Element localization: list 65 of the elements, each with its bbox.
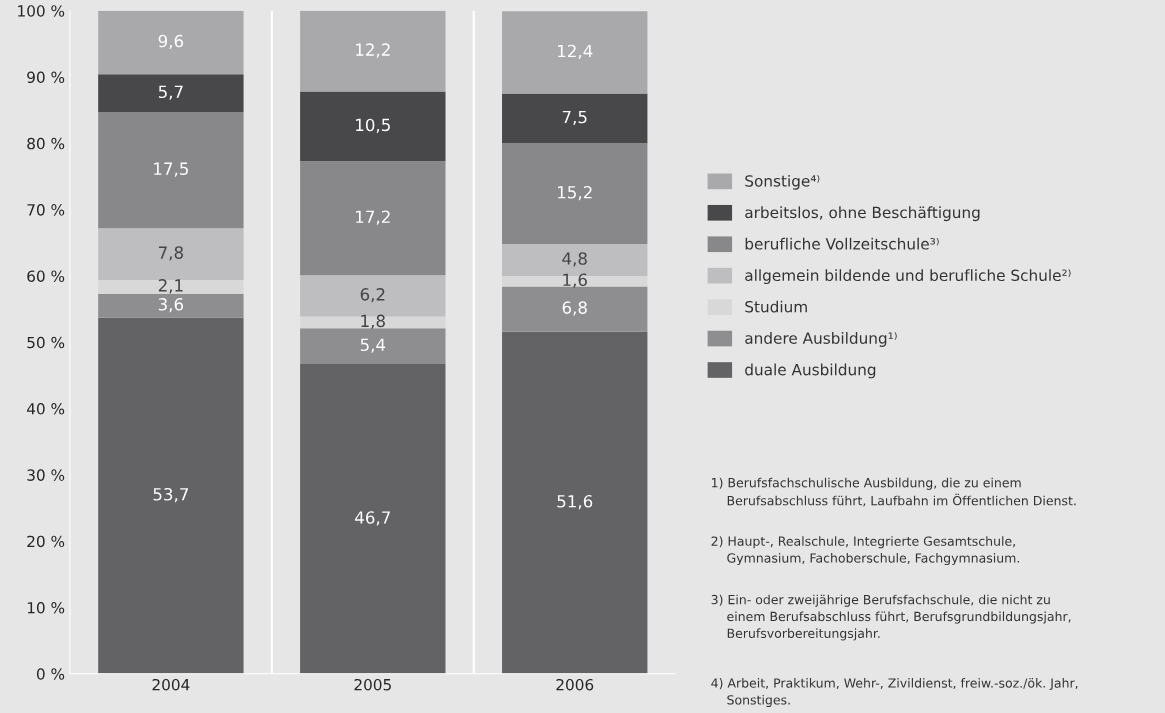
legend-label: berufliche Vollzeitschule³⁾ [745, 237, 939, 250]
data-label: 5,7 [158, 85, 183, 100]
x-tick-label: 2004 [152, 678, 190, 691]
text: 1) Berufsfachschulische Ausbildung, die zu einem Berufsabschluss führt, Laufbahn im Öffentlichen Dienst. [712, 477, 1076, 507]
bar [98, 228, 244, 280]
bar [300, 91, 446, 162]
x-tick-label: 2006 [556, 678, 594, 691]
bar [502, 11, 648, 94]
bar [98, 74, 244, 113]
bar [502, 275, 648, 287]
data-label: 51,6 [557, 494, 593, 510]
y-tick-label: 90 % [27, 71, 65, 84]
bar [300, 316, 446, 329]
data-label: 7,5 [562, 110, 587, 125]
data-label: 10,5 [356, 118, 390, 133]
legend-label: Studium [745, 300, 807, 313]
bar [502, 331, 648, 674]
data-label: 2,1 [158, 279, 183, 294]
bar [98, 112, 244, 229]
legend-label: allgemein bildende und berufliche Schule²⁾ [745, 269, 1071, 285]
data-label: 46,7 [355, 511, 390, 526]
y-tick-label: 50 % [27, 336, 65, 349]
data-label: 1,6 [563, 273, 587, 288]
legend-label: duale Ausbildung [745, 363, 876, 379]
y-tick-label: 0 % [36, 668, 65, 680]
bar [502, 286, 648, 332]
data-label: 12,2 [356, 43, 390, 58]
bar [300, 364, 446, 674]
data-label: 4,8 [562, 252, 587, 267]
data-label: 9,6 [158, 34, 184, 50]
y-tick-label: 20 % [27, 535, 65, 548]
data-label: 1,8 [361, 314, 385, 329]
x-tick-label: 2005 [354, 678, 391, 691]
bar [502, 93, 648, 144]
bar [300, 10, 446, 92]
data-label: 5,4 [360, 338, 386, 353]
y-tick-label: 40 % [26, 403, 65, 415]
data-label: 15,2 [558, 185, 592, 201]
y-tick-label: 30 % [27, 469, 65, 481]
data-label: 17,5 [154, 162, 188, 177]
bar [98, 293, 244, 318]
legend-label: andere Ausbildung¹⁾ [745, 332, 897, 347]
legend-label: arbeitslos, ohne Beschäftigung [745, 206, 980, 222]
bar [502, 143, 648, 245]
data-label: 17,2 [356, 210, 390, 225]
y-tick-label: 60 % [27, 270, 65, 282]
bar [98, 279, 244, 294]
y-tick-label: 70 % [27, 204, 65, 216]
data-label: 12,4 [558, 44, 593, 60]
text: 3) Ein- oder zweijährige Berufsfachschule, die nicht zu einem Berufsabschluss führt, Berufsgrundbildungsjahr, Berufsvorbereitungsjahr. [711, 594, 1071, 641]
legend-label: Sonstige⁴⁾ [745, 174, 820, 190]
bar [300, 161, 446, 276]
data-label: 3,6 [158, 298, 184, 313]
data-label: 6,8 [562, 301, 587, 316]
y-tick-label: 80 % [27, 137, 65, 150]
y-tick-label: 100 % [18, 5, 65, 17]
data-label: 53,7 [153, 487, 188, 503]
data-label: 7,8 [158, 246, 183, 261]
bar [300, 328, 446, 365]
bar [98, 10, 244, 75]
bar [98, 317, 244, 674]
text: 4) Arbeit, Praktikum, Wehr-, Zivildienst, freiw.-soz./ök. Jahr, Sonstiges. [711, 678, 1078, 708]
data-label: 6,2 [360, 288, 385, 303]
y-tick-label: 10 % [27, 601, 65, 614]
text: 2) Haupt-, Realschule, Integrierte Gesamtschule, Gymnasium, Fachoberschule, Fachgymnasium. [711, 536, 1019, 566]
